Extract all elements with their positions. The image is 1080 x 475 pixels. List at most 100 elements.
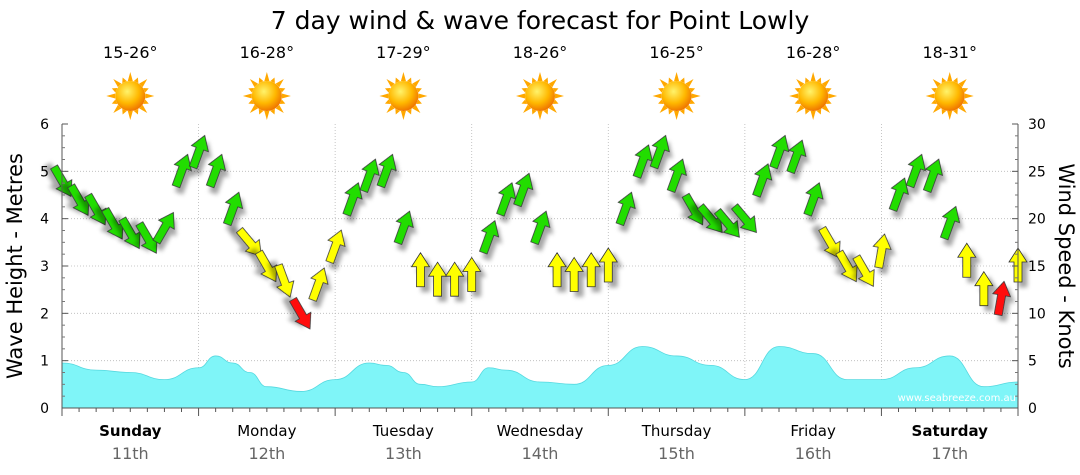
wind-arrow-shape (479, 219, 500, 255)
y-tick-label-left: 5 (40, 164, 49, 180)
sun-ray (133, 108, 139, 115)
date-label: 14th (522, 444, 559, 463)
wind-arrow (513, 172, 534, 208)
wind-arrow-shape (427, 261, 448, 297)
sun-ray (947, 111, 953, 120)
wind-arrow (274, 263, 295, 298)
wind-arrow (803, 182, 824, 217)
wave-series (61, 346, 1019, 409)
wind-arrow-shape (410, 251, 431, 288)
sun-ray (127, 111, 133, 120)
wind-arrow (615, 191, 636, 227)
sun-ray (658, 87, 664, 93)
y-tick-label-left: 4 (40, 212, 49, 228)
sun-ray (270, 77, 275, 84)
sun-ray (680, 77, 685, 84)
sun-ray (794, 87, 801, 93)
sun-ray (412, 104, 421, 113)
wind-arrow-shape (852, 254, 875, 287)
sun-icon (516, 72, 564, 120)
sun-ray (531, 108, 537, 115)
wind-arrow (713, 208, 740, 238)
sun-ray (689, 99, 696, 105)
sun-icon (652, 72, 701, 120)
wind-arrow-shape (274, 263, 295, 298)
wind-arrow (581, 251, 601, 288)
y-tick-label-left: 3 (40, 259, 49, 275)
wind-arrow (974, 270, 994, 307)
sun-ray (674, 72, 680, 81)
wind-arrow-shape (325, 229, 346, 264)
wind-arrow-shape (288, 296, 312, 330)
sun-ray (537, 72, 543, 81)
wind-arrow (171, 153, 192, 189)
sun-ray (826, 87, 832, 93)
sun-disc (661, 81, 692, 111)
wind-arrow (49, 164, 73, 198)
sun-ray (810, 72, 816, 81)
sun-ray (962, 87, 969, 93)
sun-ray (796, 79, 805, 88)
sun-ray (242, 93, 252, 99)
wind-arrow-shape (752, 163, 773, 198)
wind-arrow-shape (974, 270, 994, 307)
sun-ray (668, 77, 674, 84)
wind-arrow (496, 182, 517, 217)
sun-ray (279, 87, 286, 93)
sun-ray (379, 93, 389, 99)
wind-arrow-shape (496, 182, 517, 217)
temperature-label: 17-29° (376, 43, 431, 62)
wind-arrow (872, 233, 892, 269)
sun-ray (416, 87, 422, 93)
wind-arrow (598, 247, 619, 283)
sun-ray (281, 93, 291, 99)
wind-arrow-shape (649, 134, 670, 170)
y-tick-label-right: 20 (1028, 212, 1046, 228)
wind-arrow (730, 203, 757, 234)
wind-arrow (410, 251, 431, 288)
y-tick-label-right: 15 (1028, 259, 1046, 275)
sun-ray (264, 111, 270, 120)
date-label: 17th (931, 444, 968, 463)
sun-icon (106, 72, 155, 120)
day-temperatures: 15-26° 16-28° 17-29° 18-26° 16-25° 16-28° 18-3… (103, 43, 977, 62)
sun-ray (674, 111, 680, 120)
wind-arrow-shape (632, 144, 653, 179)
wind-arrow-shape (359, 158, 380, 193)
sun-ray (264, 72, 270, 81)
y-tick-label-left: 1 (40, 354, 49, 370)
y-tick-label-right: 30 (1028, 117, 1046, 133)
sun-ray (816, 108, 822, 115)
sun-ray (418, 93, 428, 99)
wind-arrow (957, 242, 977, 278)
wind-arrow (359, 158, 380, 193)
wind-arrow (939, 205, 961, 241)
day-label: Tuesday (372, 422, 434, 440)
wave-area (61, 346, 1019, 409)
sun-ray (143, 99, 149, 105)
wind-arrow (308, 267, 329, 302)
wind-arrow-shape (564, 256, 584, 292)
wind-arrow-shape (905, 153, 926, 189)
sun-ray (796, 104, 805, 113)
wind-arrow-shape (803, 182, 824, 217)
date-label: 11th (112, 444, 149, 463)
wind-arrow (922, 158, 944, 193)
wind-arrow-shape (513, 172, 534, 208)
sun-ray (521, 87, 528, 93)
wind-arrow-shape (84, 192, 107, 226)
sun-ray (828, 93, 838, 99)
wind-arrow (530, 210, 551, 246)
sun-ray (805, 77, 810, 84)
wind-arrow (205, 153, 227, 189)
sun-ray (113, 79, 122, 88)
sun-ray (659, 104, 668, 113)
sun-ray (531, 77, 537, 84)
wind-arrow (444, 261, 465, 297)
credit-text: www.seabreeze.com.au (898, 393, 1016, 404)
y-tick-label-right: 10 (1028, 306, 1046, 322)
sun-icon (242, 72, 291, 120)
wind-arrow (632, 144, 653, 179)
sun-ray (111, 87, 118, 93)
wind-arrow (152, 211, 175, 245)
